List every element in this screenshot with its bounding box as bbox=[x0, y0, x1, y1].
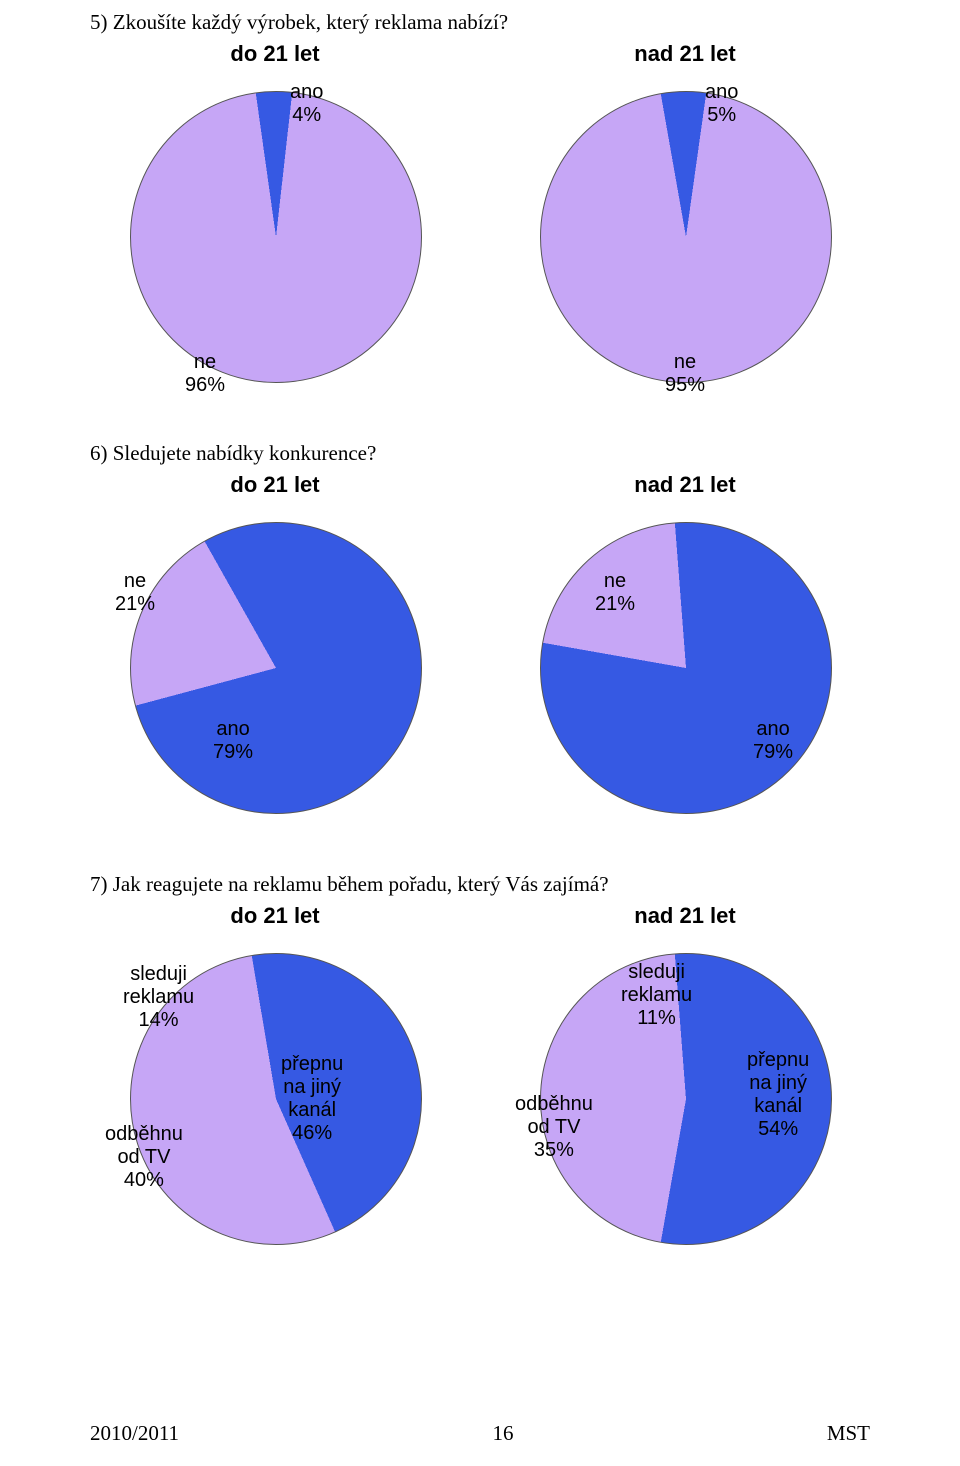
chart-title: nad 21 let bbox=[515, 903, 855, 929]
pie-chart bbox=[540, 91, 832, 383]
chart-title: do 21 let bbox=[105, 41, 445, 67]
slice-label: odběhnu od TV 35% bbox=[515, 1093, 593, 1162]
slice-label: ne 21% bbox=[115, 570, 155, 616]
footer-left: 2010/2011 bbox=[90, 1421, 179, 1446]
q5-row: do 21 let ano 4% ne 96% nad 21 let ano 5… bbox=[90, 41, 870, 401]
q5-chart-right: nad 21 let ano 5% ne 95% bbox=[515, 41, 855, 401]
chart-wrap: sleduji reklamu 14% přepnu na jiný kanál… bbox=[105, 933, 445, 1263]
slice-label: ano 79% bbox=[753, 718, 793, 764]
pie-chart bbox=[130, 522, 422, 814]
slice-label: ne 95% bbox=[665, 351, 705, 397]
slice-label: ne 21% bbox=[595, 570, 635, 616]
question-6-text: 6) Sledujete nabídky konkurence? bbox=[90, 441, 870, 466]
slice-label: ano 4% bbox=[290, 81, 323, 127]
slice-label: ano 5% bbox=[705, 81, 738, 127]
slice-label: sleduji reklamu 14% bbox=[123, 963, 194, 1032]
q7-chart-right: nad 21 let sleduji reklamu 11% přepnu na… bbox=[515, 903, 855, 1263]
chart-title: nad 21 let bbox=[515, 472, 855, 498]
slice-label: odběhnu od TV 40% bbox=[105, 1123, 183, 1192]
pie-chart bbox=[130, 91, 422, 383]
footer-center: 16 bbox=[492, 1421, 513, 1446]
slice-label: ano 79% bbox=[213, 718, 253, 764]
pie-chart bbox=[540, 522, 832, 814]
page-footer: 2010/2011 16 MST bbox=[0, 1421, 960, 1446]
q6-chart-right: nad 21 let ne 21% ano 79% bbox=[515, 472, 855, 832]
chart-title: nad 21 let bbox=[515, 41, 855, 67]
q7-chart-left: do 21 let sleduji reklamu 14% přepnu na … bbox=[105, 903, 445, 1263]
slice-label: přepnu na jiný kanál 54% bbox=[747, 1049, 809, 1141]
question-5-text: 5) Zkoušíte každý výrobek, který reklama… bbox=[90, 10, 870, 35]
chart-wrap: ne 21% ano 79% bbox=[515, 502, 855, 832]
q6-chart-left: do 21 let ne 21% ano 79% bbox=[105, 472, 445, 832]
footer-right: MST bbox=[827, 1421, 870, 1446]
q5-chart-left: do 21 let ano 4% ne 96% bbox=[105, 41, 445, 401]
slice-label: sleduji reklamu 11% bbox=[621, 961, 692, 1030]
slice-label: ne 96% bbox=[185, 351, 225, 397]
chart-title: do 21 let bbox=[105, 903, 445, 929]
document-page: 5) Zkoušíte každý výrobek, který reklama… bbox=[0, 0, 960, 1466]
chart-title: do 21 let bbox=[105, 472, 445, 498]
chart-wrap: ano 4% ne 96% bbox=[105, 71, 445, 401]
chart-wrap: ne 21% ano 79% bbox=[105, 502, 445, 832]
question-7-text: 7) Jak reagujete na reklamu během pořadu… bbox=[90, 872, 870, 897]
q6-row: do 21 let ne 21% ano 79% nad 21 let ne 2… bbox=[90, 472, 870, 832]
slice-label: přepnu na jiný kanál 46% bbox=[281, 1053, 343, 1145]
q7-row: do 21 let sleduji reklamu 14% přepnu na … bbox=[90, 903, 870, 1263]
chart-wrap: sleduji reklamu 11% přepnu na jiný kanál… bbox=[515, 933, 855, 1263]
chart-wrap: ano 5% ne 95% bbox=[515, 71, 855, 401]
